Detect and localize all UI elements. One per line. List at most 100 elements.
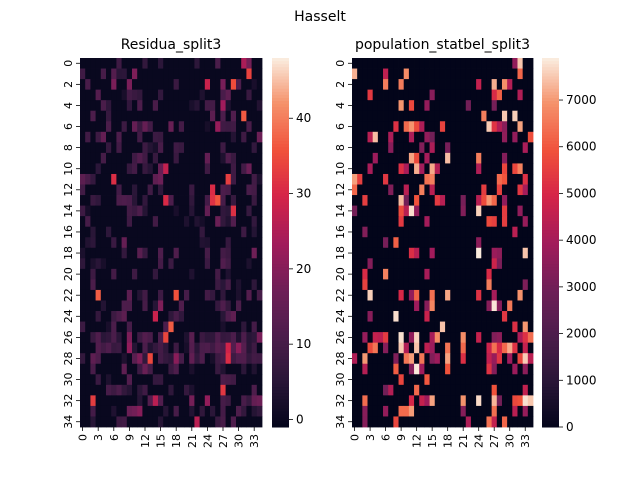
heatmap-cell	[178, 405, 185, 417]
heatmap-cell	[403, 247, 410, 259]
heatmap-cell	[393, 152, 399, 164]
heatmap-cell	[90, 68, 96, 80]
heatmap-cell	[215, 205, 221, 217]
heatmap-cell	[486, 279, 493, 291]
heatmap-cell	[517, 184, 524, 196]
heatmap-cell	[126, 142, 133, 154]
heatmap-cell	[210, 110, 216, 122]
heatmap-cell	[95, 79, 102, 91]
x-tick-label: 9	[395, 434, 408, 441]
heatmap-cell	[251, 258, 258, 270]
heatmap-cell	[106, 68, 112, 80]
heatmap-cell	[476, 300, 482, 312]
colorbar-segment	[542, 414, 559, 419]
heatmap-cell	[100, 268, 107, 280]
heatmap-cell	[501, 247, 508, 259]
heatmap-cell	[116, 247, 122, 259]
heatmap-cell	[507, 332, 513, 344]
heatmap-cell	[246, 58, 252, 69]
heatmap-cell	[225, 342, 232, 354]
heatmap-cell	[439, 110, 446, 122]
heatmap-cell	[100, 79, 107, 91]
heatmap-cell	[225, 237, 232, 249]
colorbar-segment	[542, 76, 559, 81]
colorbar-segment	[542, 420, 559, 425]
heatmap-cell	[126, 163, 133, 175]
heatmap-cell	[230, 416, 237, 428]
heatmap-cell	[163, 205, 169, 217]
heatmap-cell	[111, 342, 117, 354]
heatmap-cell	[100, 258, 107, 270]
heatmap-cell	[439, 289, 446, 301]
heatmap-cell	[90, 142, 96, 154]
colorbar-segment	[272, 113, 289, 117]
heatmap-cell	[367, 384, 374, 396]
colorbar-segment	[272, 61, 289, 65]
heatmap-cell	[142, 384, 148, 396]
heatmap-cell	[377, 152, 384, 164]
heatmap-cell	[522, 289, 529, 301]
heatmap-cell	[132, 279, 138, 291]
heatmap-cell	[199, 342, 206, 354]
heatmap-cell	[215, 79, 221, 91]
heatmap-cell	[106, 311, 112, 322]
heatmap-cell	[236, 216, 242, 228]
heatmap-cell	[116, 311, 122, 322]
colorbar-segment	[542, 58, 559, 62]
heatmap-cell	[220, 279, 226, 291]
heatmap-cell	[95, 289, 102, 301]
colorbar-segment	[272, 208, 289, 213]
colorbar-segment	[542, 411, 559, 416]
heatmap-cell	[377, 374, 384, 386]
heatmap-cell	[251, 279, 258, 291]
heatmap-cell	[241, 173, 247, 185]
heatmap-cell	[460, 163, 467, 175]
heatmap-cell	[90, 131, 96, 143]
heatmap-cell	[173, 416, 180, 428]
heatmap-cell	[184, 110, 190, 122]
heatmap-cell	[95, 374, 102, 386]
heatmap-cell	[152, 173, 159, 185]
heatmap-cell	[220, 311, 226, 322]
heatmap-cell	[215, 363, 221, 375]
heatmap-cell	[246, 121, 252, 133]
heatmap-cell	[215, 268, 221, 280]
heatmap-cell	[527, 300, 534, 312]
heatmap-cell	[357, 79, 363, 91]
heatmap-cell	[168, 332, 174, 344]
heatmap-cell	[199, 268, 206, 280]
heatmap-cell	[90, 416, 96, 428]
colorbar-segment	[272, 304, 289, 308]
heatmap-cell	[450, 289, 456, 301]
heatmap-cell	[377, 226, 384, 238]
heatmap-cell	[383, 384, 389, 396]
heatmap-cell	[445, 110, 451, 122]
heatmap-cell	[85, 374, 91, 386]
heatmap-cell	[199, 216, 206, 228]
heatmap-cell	[220, 110, 226, 122]
heatmap-cell	[393, 405, 399, 417]
heatmap-cell	[429, 152, 436, 164]
heatmap-cell	[246, 226, 252, 238]
heatmap-cell	[111, 163, 117, 175]
heatmap-cell	[507, 395, 513, 407]
heatmap-cell	[121, 353, 128, 365]
heatmap-cell	[522, 384, 529, 396]
heatmap-cell	[357, 384, 363, 396]
heatmap-cell	[90, 58, 96, 69]
heatmap-cell	[116, 58, 122, 69]
heatmap-cell	[465, 163, 472, 175]
heatmap-cell	[527, 416, 534, 428]
heatmap-cell	[470, 405, 477, 417]
heatmap-cell	[189, 384, 195, 396]
heatmap-cell	[137, 300, 143, 312]
heatmap-cell	[522, 121, 529, 133]
colorbar-segment	[272, 181, 289, 185]
figure-title: Hasselt	[294, 9, 346, 25]
heatmap-cell	[184, 279, 190, 291]
heatmap-cell	[210, 321, 216, 333]
heatmap-cell	[178, 374, 185, 386]
heatmap-cell	[439, 268, 446, 280]
heatmap-cell	[372, 416, 379, 428]
heatmap-cell	[414, 163, 420, 175]
